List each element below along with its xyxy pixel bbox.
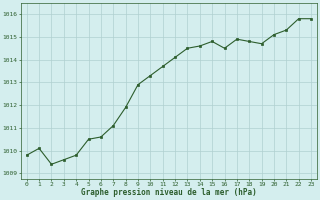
X-axis label: Graphe pression niveau de la mer (hPa): Graphe pression niveau de la mer (hPa) xyxy=(81,188,257,197)
